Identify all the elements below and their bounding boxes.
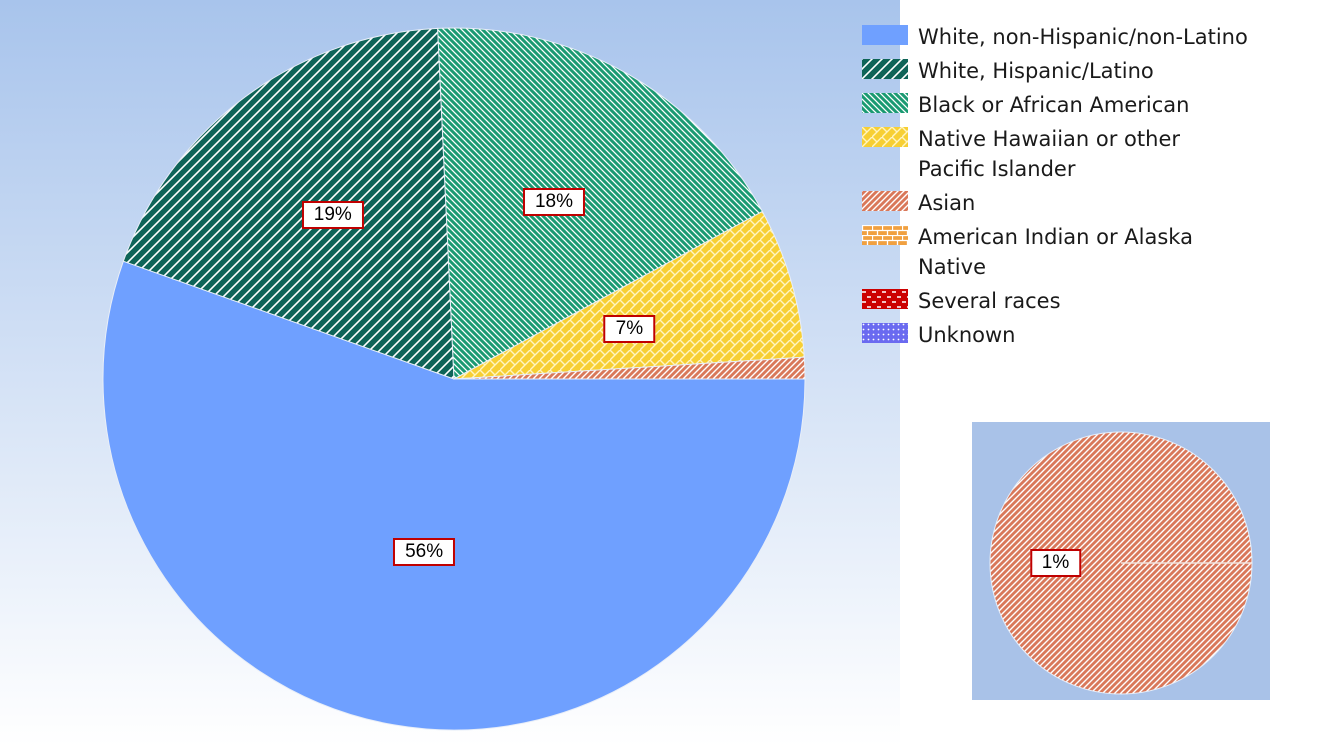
legend-label: Native Hawaiian or other Pacific Islander <box>918 127 1180 181</box>
slice-white-non-hispanic <box>102 260 806 731</box>
legend-item-white-hispanic: White, Hispanic/Latino <box>862 56 1317 86</box>
legend-swatch-fill <box>862 289 908 309</box>
percent-label: 56% <box>393 537 456 566</box>
legend-swatch <box>862 191 908 211</box>
legend-swatch-fill <box>862 25 908 45</box>
legend-swatch-fill <box>862 191 908 211</box>
legend-item-several-races: Several races <box>862 286 1317 316</box>
legend-item-unknown: Unknown <box>862 320 1317 350</box>
plot-area: 56% 19% 18% 7% <box>0 0 900 746</box>
legend-swatch <box>862 93 908 113</box>
inset-percent-label: 1% <box>1029 549 1082 577</box>
slice-asian <box>453 356 806 380</box>
inset-pie-svg <box>972 422 1270 700</box>
legend-item-native-hawaiian: Native Hawaiian or other Pacific Islander <box>862 124 1317 184</box>
percent-label: 18% <box>522 187 585 216</box>
legend-label: American Indian or Alaska Native <box>918 225 1193 279</box>
slice-black <box>437 27 764 380</box>
pie-chart <box>0 0 900 746</box>
legend-item-black: Black or African American <box>862 90 1317 120</box>
legend-swatch <box>862 225 908 245</box>
legend-swatch <box>862 25 908 45</box>
percent-label: 7% <box>603 314 656 343</box>
legend-label: Unknown <box>918 323 1016 347</box>
inset-pie-chart: 1% <box>972 422 1270 700</box>
percent-label: 19% <box>301 201 364 230</box>
legend-swatch-fill <box>862 93 908 113</box>
legend-item-american-indian: American Indian or Alaska Native <box>862 222 1317 282</box>
legend-label: Several races <box>918 289 1061 313</box>
legend-item-asian: Asian <box>862 188 1317 218</box>
legend-swatch <box>862 289 908 309</box>
slice-white-hispanic <box>122 27 455 380</box>
legend-swatch-fill <box>862 323 908 343</box>
legend-label: White, non-Hispanic/non-Latino <box>918 25 1248 49</box>
legend-label: White, Hispanic/Latino <box>918 59 1154 83</box>
legend: White, non-Hispanic/non-Latino White, Hi… <box>862 22 1317 354</box>
legend-swatch-fill <box>862 59 908 79</box>
legend-swatch-fill <box>862 225 908 245</box>
legend-label: Asian <box>918 191 976 215</box>
legend-label: Black or African American <box>918 93 1190 117</box>
legend-swatch <box>862 323 908 343</box>
legend-swatch <box>862 127 908 147</box>
legend-swatch-fill <box>862 127 908 147</box>
legend-item-white-non-hispanic: White, non-Hispanic/non-Latino <box>862 22 1317 52</box>
legend-swatch <box>862 59 908 79</box>
slice-native-hawaiian <box>453 210 805 380</box>
